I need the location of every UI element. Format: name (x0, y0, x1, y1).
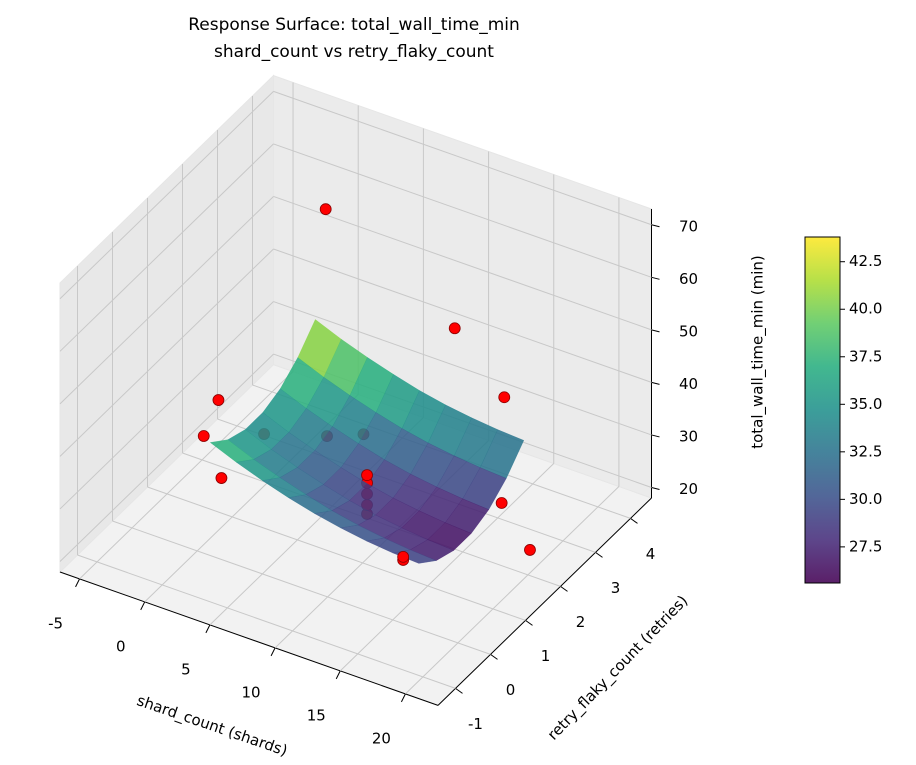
grid-line (273, 301, 652, 436)
data-point (319, 203, 332, 216)
y-axis-line (437, 497, 652, 706)
x-tick-label: 10 (242, 683, 261, 701)
colorbar: 27.5 30.0 32.5 35.0 37.5 40.0 42.5 (804, 236, 882, 584)
y-tick-label: 4 (646, 545, 656, 563)
x-axis-label: shard_count (shards) (134, 691, 290, 760)
tick-labels: -5 0 5 10 15 20 -1 0 1 2 3 4 20 30 40 50 60 70 (48, 217, 698, 747)
x-tick-label: 20 (372, 729, 391, 747)
plot-area (197, 203, 536, 566)
grid-line (147, 486, 526, 621)
tick-mark (651, 276, 660, 280)
data-point (361, 469, 373, 481)
tick-mark (651, 487, 660, 490)
colorbar-gradient (804, 236, 841, 584)
y-axis-label: retry_flaky_count (retries) (544, 592, 692, 745)
y-tick-label: 1 (541, 647, 551, 665)
z-tick-label: 40 (679, 375, 698, 393)
data-point (448, 322, 461, 335)
x-tick-label: 5 (181, 660, 191, 678)
z-tick-label: 60 (679, 270, 698, 288)
colorbar-tick-label: 40.0 (849, 300, 882, 318)
colorbar-tick-label: 32.5 (849, 442, 882, 460)
tick-mark (335, 670, 341, 680)
y-tick-label: 0 (506, 681, 516, 699)
y-tick-label: -1 (468, 715, 483, 733)
tick-mark (490, 653, 498, 660)
z-tick-label: 30 (679, 427, 698, 445)
data-point (498, 391, 511, 404)
colorbar-tick-label: 30.0 (849, 490, 882, 508)
z-tick-label: 50 (679, 322, 698, 340)
tick-mark (525, 619, 533, 626)
z-tick-label: 20 (679, 480, 698, 498)
grid-line (59, 196, 274, 405)
z-axis-label: total_wall_time_min (min) (749, 255, 768, 449)
data-point (215, 472, 228, 484)
tick-mark (140, 601, 146, 611)
colorbar-tick-label: 37.5 (849, 347, 882, 365)
chart-subtitle: shard_count vs retry_flaky_count (214, 42, 494, 62)
grid-line (273, 143, 652, 278)
tick-mark (651, 329, 660, 333)
grid-line (273, 248, 652, 383)
colorbar-tick-label: 35.0 (849, 395, 882, 413)
tick-mark (595, 551, 603, 558)
grid-line (79, 371, 294, 580)
x-axis-line (59, 571, 439, 706)
grid-line (59, 248, 274, 457)
x-tick-label: 15 (307, 706, 326, 724)
z-tick-label: 70 (679, 217, 698, 235)
tick-mark (400, 693, 406, 703)
tick-mark (205, 624, 211, 634)
tick-mark (455, 687, 463, 694)
chart-title: Response Surface: total_wall_time_min (188, 15, 520, 35)
data-point (524, 544, 536, 556)
grid-line (405, 486, 620, 695)
data-point (397, 550, 410, 563)
tick-mark (651, 434, 660, 438)
grid-line (273, 90, 652, 226)
grid-line (59, 301, 274, 510)
grid-line (273, 195, 652, 331)
data-point (212, 394, 225, 406)
colorbar-tick-label: 27.5 (849, 537, 882, 555)
grid-line (77, 554, 456, 689)
data-point (495, 497, 508, 509)
grid-line (112, 520, 491, 655)
y-tick-label: 2 (576, 613, 586, 631)
tick-mark (560, 585, 568, 592)
grid-line (59, 143, 274, 352)
tick-mark (630, 517, 638, 524)
grid-line (339, 463, 555, 672)
grid-line (59, 353, 274, 562)
x-tick-label: -5 (48, 614, 63, 632)
y-tick-label: 3 (611, 579, 621, 597)
tick-mark (651, 224, 660, 228)
grid-line (59, 91, 274, 300)
data-point (197, 430, 210, 442)
tick-mark (651, 381, 660, 385)
x-tick-label: 0 (116, 637, 126, 655)
tick-mark (75, 578, 80, 588)
tick-mark (270, 647, 276, 657)
colorbar-tick-label: 42.5 (849, 252, 882, 270)
